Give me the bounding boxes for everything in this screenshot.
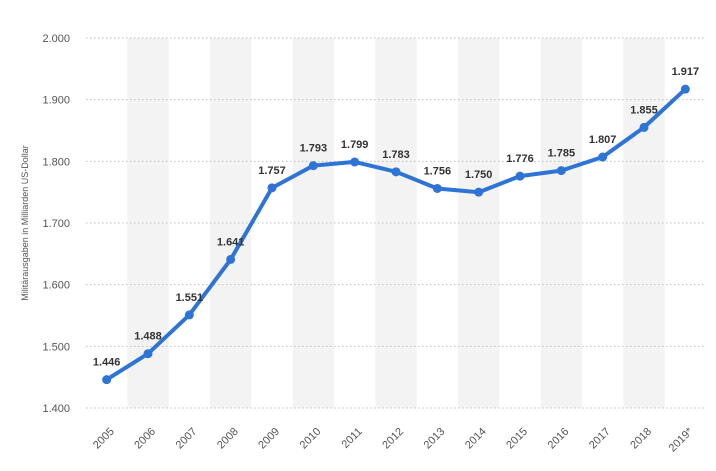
data-label: 1.793 <box>300 143 328 155</box>
data-label: 1.641 <box>217 236 245 248</box>
y-tick-label: 1.500 <box>42 341 70 353</box>
x-tick-label: 2015 <box>504 426 530 452</box>
y-axis-label: Militärausgaben in Milliarden US-Dollar <box>20 145 30 301</box>
x-tick-label: 2005 <box>91 426 117 452</box>
data-label: 1.551 <box>176 292 204 304</box>
data-point <box>474 187 484 197</box>
data-labels: 1.446 1.488 1.551 1.641 1.757 1.793 1.799 1.783… <box>93 66 699 368</box>
x-tick-label: 2007 <box>174 426 200 452</box>
data-point <box>102 375 112 385</box>
data-point <box>680 84 690 94</box>
data-label: 1.783 <box>382 149 410 161</box>
x-tick-label: 2016 <box>546 426 572 452</box>
y-tick-label: 1.700 <box>42 218 70 230</box>
data-label: 1.799 <box>341 139 369 151</box>
background-bands <box>127 38 665 408</box>
data-point <box>184 310 194 320</box>
x-tick-label: 2017 <box>587 426 613 452</box>
x-tick-label: 2010 <box>298 426 324 452</box>
data-label: 1.785 <box>548 148 576 160</box>
data-point <box>226 254 236 264</box>
y-axis-ticks: 1.400 1.500 1.600 1.700 1.800 1.900 2.000 <box>42 33 70 415</box>
y-tick-label: 2.000 <box>42 33 70 45</box>
x-tick-label: 2013 <box>422 426 448 452</box>
x-tick-label: 2019* <box>667 425 696 454</box>
data-label: 1.807 <box>589 134 617 146</box>
y-tick-label: 1.600 <box>42 280 70 292</box>
data-label: 1.488 <box>134 331 162 343</box>
x-tick-label: 2014 <box>463 426 489 452</box>
data-point <box>432 183 442 193</box>
data-point <box>391 167 401 177</box>
y-tick-label: 1.900 <box>42 95 70 107</box>
data-point <box>350 157 360 167</box>
x-tick-label: 2006 <box>132 426 158 452</box>
data-point <box>267 183 277 193</box>
data-point <box>639 122 649 132</box>
x-axis-ticks: 2005 2006 2007 2008 2009 2010 2011 2012 2013 2014… <box>91 425 696 454</box>
data-point <box>556 166 566 176</box>
data-label: 1.855 <box>630 104 658 116</box>
data-label: 1.750 <box>465 169 493 181</box>
data-label: 1.776 <box>506 153 534 165</box>
data-point <box>143 349 153 359</box>
y-tick-label: 1.800 <box>42 156 70 168</box>
data-point <box>308 161 318 171</box>
data-label: 1.757 <box>258 165 286 177</box>
x-tick-label: 2008 <box>215 426 241 452</box>
data-label: 1.446 <box>93 357 121 369</box>
x-tick-label: 2011 <box>340 426 365 451</box>
data-point <box>598 152 608 162</box>
x-tick-label: 2009 <box>256 426 282 452</box>
y-tick-label: 1.400 <box>42 403 70 415</box>
data-label: 1.917 <box>672 66 700 78</box>
data-points <box>102 84 690 385</box>
x-tick-label: 2018 <box>628 426 654 452</box>
x-tick-label: 2012 <box>380 426 406 452</box>
data-label: 1.756 <box>424 165 452 177</box>
data-point <box>515 171 525 181</box>
